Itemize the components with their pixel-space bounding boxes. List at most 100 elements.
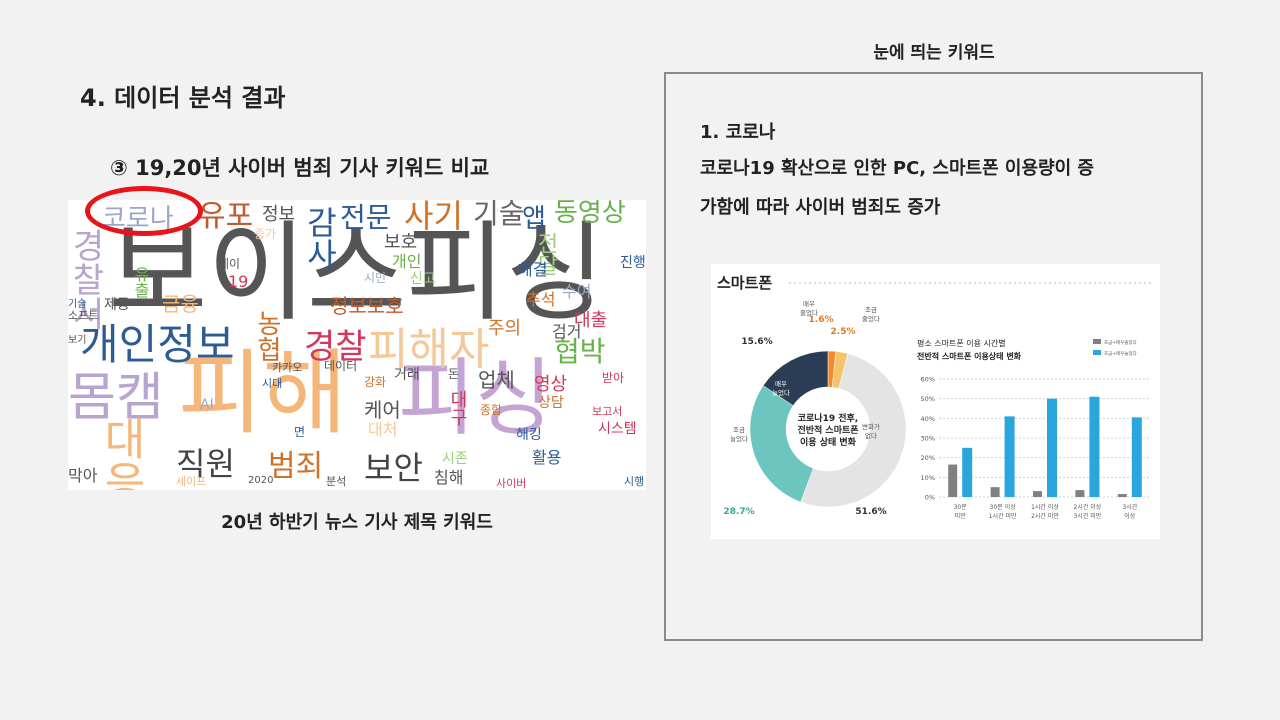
y-tick-label: 30% [921, 435, 935, 443]
cloud-word: 보호 [384, 232, 418, 253]
cloud-word: 유포 [198, 200, 254, 234]
cloud-word: 케어 [364, 398, 401, 422]
cloud-word: 정보 [262, 204, 296, 225]
cloud-word: 범죄 [268, 449, 324, 484]
smartphone-infographic: 스마트폰 1.6% 매우 줄었다 2.5% 조금 줄었다 51.6% 변화가 없다 28.7% 조금… [711, 264, 1160, 539]
cloud-word: 종합 [480, 403, 503, 417]
cloud-word: 상담 [538, 395, 564, 411]
cloud-word: 정보보호 [330, 294, 404, 318]
donut-category-label: 늘었다 [772, 388, 790, 397]
bar [948, 464, 958, 497]
donut-value-label: 15.6% [741, 337, 772, 347]
donut-center-line3: 이용 상태 변화 [800, 436, 857, 448]
cloud-word: 시존 [442, 451, 468, 467]
cloud-word: 피해자 [368, 324, 490, 375]
donut-slice [800, 353, 907, 508]
cloud-word: 피해 [178, 340, 348, 447]
cloud-word: 직원 [176, 445, 235, 483]
cloud-word: 대응 [95, 416, 146, 490]
legend-label: 조금+매우줄었다 [1104, 339, 1138, 346]
cloud-word: 개인정보 [80, 320, 235, 369]
donut-value-label: 51.6% [855, 507, 886, 517]
y-tick-label: 40% [921, 415, 935, 423]
donut-category-label: 늘었다 [730, 434, 748, 443]
cloud-word: 대구 [447, 390, 468, 426]
y-tick-label: 20% [921, 454, 935, 462]
bar [962, 447, 973, 497]
x-tick-label: 3시간 [1122, 503, 1137, 511]
donut-value-label: 1.6% [809, 315, 834, 325]
cloud-word: 몸캠 [68, 368, 164, 428]
bar [1033, 491, 1042, 497]
x-tick-label: 1시간 미만 [989, 512, 1017, 520]
bar [1117, 494, 1127, 497]
x-tick-label: 30분 [954, 504, 968, 511]
word-cloud: 보이스피싱 피해 피싱 몸캠 개인정보 피해자 코로나 유포 사기 기술 동영상… [68, 200, 646, 490]
donut-category-label: 줄었다 [800, 308, 818, 317]
legend-swatch [1093, 339, 1101, 344]
cloud-word: 주의 [488, 318, 522, 339]
y-tick-label: 60% [921, 376, 935, 384]
bar [1089, 396, 1100, 497]
bar [1131, 417, 1142, 497]
cloud-word: 전달 [533, 232, 558, 276]
cloud-word: 활용 [532, 448, 562, 467]
cloud-word: 업체 [478, 368, 515, 392]
donut-category-label: 매우 [775, 380, 787, 388]
cloud-caption: 20년 하반기 뉴스 기사 제목 키워드 [221, 512, 493, 533]
cloud-word: AI [200, 397, 214, 413]
keyword-title: 1. 코로나 [700, 122, 776, 143]
donut-slice [749, 385, 814, 503]
donut-category-label: 변화가 [862, 422, 880, 431]
x-tick-label: 2시간 이상 [1073, 503, 1101, 511]
cloud-word: 대처 [368, 420, 398, 439]
cloud-word: 진행 [620, 255, 646, 271]
donut-category-label: 조금 [865, 306, 877, 314]
cloud-word: 해결 [518, 260, 548, 279]
legend-swatch [1093, 350, 1101, 355]
cloud-word: 2020 [248, 475, 274, 486]
x-tick-label: 3시간 미만 [1073, 512, 1101, 520]
cloud-word: 강화 [364, 375, 387, 389]
cloud-word: 돈 [448, 367, 460, 381]
cloud-word: 받아 [602, 371, 625, 385]
cloud-word: 전문 [340, 201, 392, 234]
cloud-word: 기술 [68, 299, 87, 310]
cloud-word: 유출 [131, 266, 150, 298]
cloud-word: 경찰 [304, 327, 367, 367]
keyword-text-line1: 코로나19 확산으로 인한 PC, 스마트폰 이용량이 증 [700, 158, 1094, 179]
donut-slice [762, 350, 829, 406]
cloud-word: 경찰서 [68, 228, 105, 330]
keyword-text-line2: 가함에 따라 사이버 범죄도 증가 [700, 197, 941, 218]
cloud-word: 막아 [68, 466, 98, 485]
cloud-word: 거래 [394, 367, 420, 383]
cloud-word: 감사 [301, 206, 339, 270]
x-tick-label: 30분 이상 [990, 503, 1017, 511]
bar-chart-title-line1: 평소 스마트폰 이용 시간별 [917, 338, 1006, 348]
cloud-word: 앱 [522, 204, 546, 234]
cloud-word: 19 [228, 272, 249, 291]
cloud-word: 면 [294, 425, 306, 439]
x-tick-label: 이상 [1124, 512, 1136, 520]
cloud-word: 침해 [434, 468, 464, 487]
cloud-word: 데이터 [324, 359, 358, 373]
slide-title: 4. 데이터 분석 결과 [80, 84, 286, 112]
cloud-word: 시대 [262, 377, 283, 390]
donut-category-label: 매우 [803, 300, 815, 308]
cloud-word: 신고 [410, 271, 436, 287]
y-tick-label: 10% [921, 474, 935, 482]
slide-subtitle: ③ 19,20년 사이버 범죄 기사 키워드 비교 [110, 156, 490, 180]
cloud-word: 피싱 [398, 349, 553, 447]
cloud-word: 해킹 [516, 427, 542, 443]
cloud-word: 제공 [104, 297, 130, 313]
x-tick-label: 미만 [955, 512, 967, 520]
cloud-word: 보이스피싱 [108, 211, 605, 336]
cloud-word: 검거 [552, 322, 582, 341]
cloud-word: 사이버 [496, 477, 527, 490]
cloud-word: 대출 [574, 310, 608, 331]
cloud-word: 시행 [624, 475, 645, 488]
cloud-word: 시민 [364, 271, 387, 285]
y-tick-label: 0% [925, 494, 935, 502]
cloud-word: 협박 [554, 335, 606, 368]
